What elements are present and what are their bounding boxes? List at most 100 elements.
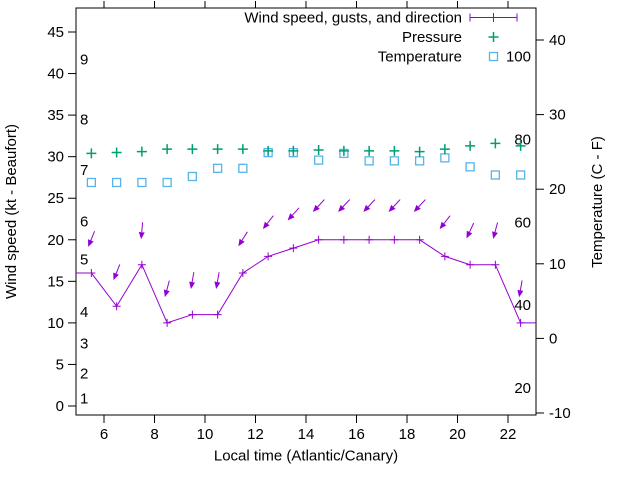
wind-point-marker bbox=[466, 260, 475, 269]
wind-direction-arrow-head bbox=[492, 231, 498, 239]
right-axis-title: Temperature (C - F) bbox=[589, 136, 606, 268]
x-axis-tick-label: 12 bbox=[247, 426, 264, 443]
temperature-marker bbox=[364, 156, 374, 166]
left-axis-tick-label: 40 bbox=[47, 66, 64, 83]
wind-point-marker bbox=[289, 244, 298, 253]
beaufort-scale-label: 9 bbox=[80, 51, 88, 68]
left-axis-tick-label: 15 bbox=[47, 273, 64, 290]
pressure-marker bbox=[111, 147, 122, 158]
wind-direction-arrow-head bbox=[439, 221, 447, 230]
wind-direction-arrow-shaft bbox=[317, 199, 325, 208]
wind-direction-arrow-shaft bbox=[392, 199, 401, 208]
wind-direction-arrow-head bbox=[262, 221, 270, 230]
pressure-series bbox=[86, 138, 526, 159]
temperature-marker bbox=[465, 162, 475, 172]
wind-direction-arrow-head bbox=[189, 281, 196, 289]
fahrenheit-scale-label: 40 bbox=[514, 297, 531, 314]
legend-sample-temperature bbox=[488, 51, 499, 62]
left-axis-tick-label: 20 bbox=[47, 232, 64, 249]
temperature-marker bbox=[212, 163, 223, 173]
wind-point-marker bbox=[339, 235, 348, 244]
left-axis-tick-label: 10 bbox=[47, 315, 64, 332]
wind-direction-arrow-shaft bbox=[469, 222, 475, 233]
wind-direction-arrow-head bbox=[338, 204, 346, 212]
wind-series-line bbox=[76, 239, 536, 324]
pressure-marker bbox=[338, 145, 349, 156]
wind-direction-arrow-shaft bbox=[141, 222, 144, 233]
temperature-marker bbox=[490, 170, 501, 180]
temperature-marker bbox=[111, 177, 122, 188]
temperature-marker bbox=[238, 163, 248, 173]
beaufort-scale-label: 5 bbox=[80, 252, 88, 269]
pressure-marker bbox=[263, 145, 274, 156]
pressure-marker bbox=[515, 140, 526, 151]
wind-point-marker bbox=[213, 310, 222, 319]
x-axis-tick-label: 10 bbox=[197, 426, 214, 443]
wind-direction-arrow-head bbox=[363, 204, 371, 212]
left-axis-tick-label: 30 bbox=[47, 149, 64, 166]
temperature-marker bbox=[86, 177, 97, 188]
wind-direction-arrow-head bbox=[163, 289, 170, 298]
x-axis-tick-label: 20 bbox=[449, 426, 466, 443]
fahrenheit-scale-label: 60 bbox=[514, 214, 531, 231]
pressure-marker bbox=[212, 144, 223, 155]
pressure-marker bbox=[439, 144, 450, 155]
pressure-marker bbox=[465, 140, 476, 151]
wind-direction-arrow-shaft bbox=[216, 272, 220, 283]
wind-direction-arrow-head bbox=[138, 231, 145, 240]
pressure-marker bbox=[313, 145, 324, 156]
wind-direction-arrow-shaft bbox=[291, 207, 300, 216]
fahrenheit-scale-label: 80 bbox=[514, 131, 531, 148]
temperature-marker bbox=[187, 171, 198, 182]
x-axis-tick-label: 8 bbox=[150, 426, 158, 443]
left-axis-tick-label: 25 bbox=[47, 190, 64, 207]
pressure-marker bbox=[187, 144, 198, 155]
wind-point-marker bbox=[390, 235, 399, 244]
pressure-marker bbox=[162, 144, 173, 155]
right-axis-tick-label: 0 bbox=[549, 330, 557, 347]
wind-point-marker bbox=[516, 318, 525, 327]
wind-point-marker bbox=[163, 318, 172, 327]
wind-direction-arrow-shaft bbox=[115, 264, 121, 274]
wind-direction-arrow-head bbox=[238, 238, 245, 247]
x-axis-tick-label: 22 bbox=[500, 426, 517, 443]
beaufort-scale-label: 6 bbox=[80, 213, 88, 230]
plot-border bbox=[75, 7, 537, 416]
pressure-marker bbox=[86, 148, 97, 159]
legend-sample-wind-plus bbox=[489, 13, 498, 22]
wind-direction-arrow-shaft bbox=[342, 199, 351, 208]
wind-direction-arrow-shaft bbox=[90, 230, 96, 241]
pressure-marker bbox=[490, 138, 501, 149]
wind-direction-arrow-shaft bbox=[241, 231, 248, 241]
legend-label: Temperature bbox=[378, 49, 462, 66]
pressure-marker bbox=[389, 145, 400, 156]
wind-direction-arrow-shaft bbox=[443, 215, 451, 224]
wind-point-marker bbox=[188, 310, 197, 319]
x-axis-title: Local time (Atlantic/Canary) bbox=[214, 448, 398, 465]
wind-direction-arrow-head bbox=[113, 272, 119, 281]
wind-direction-arrow-head bbox=[312, 204, 320, 212]
temperature-marker bbox=[137, 177, 147, 188]
temperature-marker bbox=[162, 177, 172, 188]
right-axis-tick-label: 30 bbox=[549, 107, 566, 124]
wind-direction-arrow-head bbox=[388, 204, 396, 212]
legend-label: Pressure bbox=[402, 29, 462, 46]
legend bbox=[469, 13, 518, 62]
pressure-marker bbox=[136, 146, 147, 157]
left-axis-title: Wind speed (kt - Beaufort) bbox=[3, 124, 20, 299]
wind-point-marker bbox=[440, 252, 449, 261]
temperature-marker bbox=[313, 155, 324, 165]
wind-point-marker bbox=[137, 260, 146, 269]
wind-direction-arrow-head bbox=[214, 281, 221, 289]
wind-direction-arrow-shaft bbox=[519, 280, 523, 291]
right-axis-tick-label: -10 bbox=[549, 405, 571, 422]
beaufort-scale-label: 1 bbox=[80, 391, 88, 408]
fahrenheit-scale-label: 100 bbox=[506, 49, 531, 66]
legend-label: Wind speed, gusts, and direction bbox=[244, 10, 462, 27]
beaufort-scale-label: 7 bbox=[80, 162, 88, 179]
wind-direction-arrow-head bbox=[517, 289, 524, 298]
temperature-marker bbox=[414, 156, 425, 166]
pressure-marker bbox=[364, 145, 375, 156]
